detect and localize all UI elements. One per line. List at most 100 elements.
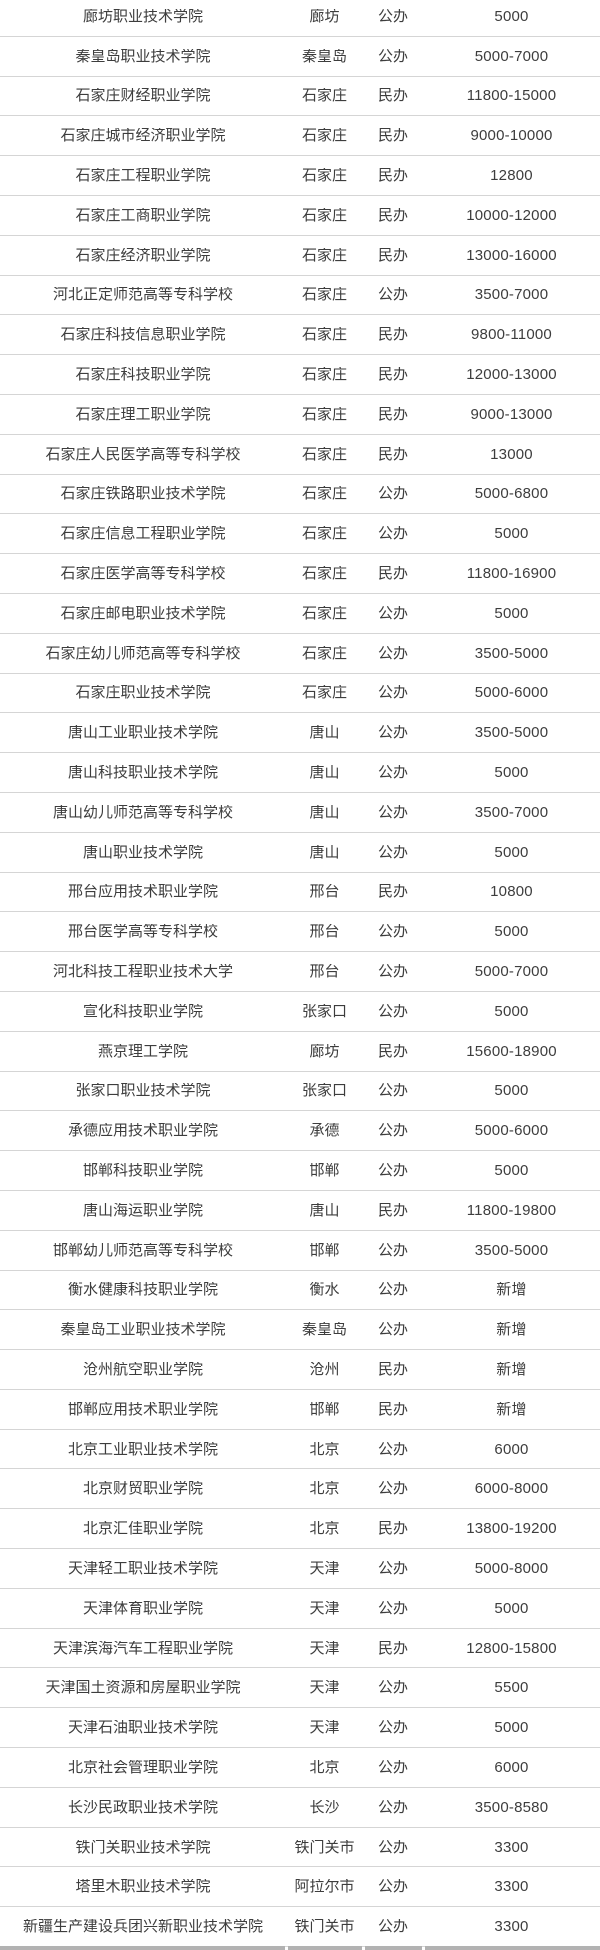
tuition-fee-cell: 13000 [490, 446, 533, 462]
next-row-top-border [0, 1946, 600, 1950]
table-row: 邯郸应用技术职业学院 邯郸 民办 新增 [0, 1390, 600, 1430]
ownership-type-cell: 公办 [377, 1799, 408, 1815]
ownership-type-cell: 民办 [377, 1361, 408, 1377]
ownership-type-cell: 民办 [377, 88, 408, 104]
table-row: 秦皇岛职业技术学院 秦皇岛 公办 5000-7000 [0, 37, 600, 77]
city-cell: 石家庄 [301, 406, 347, 422]
next-row-border-segment [365, 1946, 422, 1950]
table-row: 邯郸科技职业学院 邯郸 公办 5000 [0, 1151, 600, 1191]
school-name-cell: 石家庄科技信息职业学院 [60, 327, 226, 343]
table-row: 衡水健康科技职业学院 衡水 公办 新增 [0, 1271, 600, 1311]
school-name-cell: 铁门关职业技术学院 [75, 1839, 211, 1855]
city-cell: 张家口 [301, 1003, 347, 1019]
tuition-fee-cell: 6000-8000 [474, 1481, 549, 1497]
city-cell: 石家庄 [301, 327, 347, 343]
ownership-type-cell: 民办 [377, 1521, 408, 1537]
school-name-cell: 河北正定师范高等专科学校 [52, 287, 233, 303]
next-row-border-segment [0, 1946, 285, 1950]
tuition-fee-cell: 新增 [496, 1401, 527, 1417]
school-name-cell: 石家庄经济职业学院 [75, 247, 211, 263]
table-row: 石家庄工程职业学院 石家庄 民办 12800 [0, 156, 600, 196]
school-name-cell: 唐山海运职业学院 [82, 1202, 203, 1218]
city-cell: 石家庄 [301, 526, 347, 542]
table-row: 塔里木职业技术学院 阿拉尔市 公办 3300 [0, 1867, 600, 1908]
ownership-type-cell: 民办 [377, 884, 408, 900]
ownership-type-cell: 民办 [377, 327, 408, 343]
school-name-cell: 天津滨海汽车工程职业学院 [52, 1640, 233, 1656]
city-cell: 廊坊 [309, 8, 340, 24]
ownership-type-cell: 公办 [377, 1600, 408, 1616]
school-name-cell: 沧州航空职业学院 [82, 1361, 203, 1377]
city-cell: 唐山 [309, 804, 340, 820]
city-cell: 唐山 [309, 1202, 340, 1218]
ownership-type-cell: 民办 [377, 128, 408, 144]
city-cell: 石家庄 [301, 685, 347, 701]
tuition-fee-cell: 12800-15800 [466, 1640, 557, 1656]
school-name-cell: 北京工业职业技术学院 [67, 1441, 218, 1457]
ownership-type-cell: 公办 [377, 1879, 408, 1895]
school-name-cell: 唐山职业技术学院 [82, 844, 203, 860]
table-row: 燕京理工学院 廊坊 民办 15600-18900 [0, 1032, 600, 1072]
ownership-type-cell: 民办 [377, 168, 408, 184]
city-cell: 衡水 [309, 1282, 340, 1298]
city-cell: 邢台 [309, 884, 340, 900]
school-name-cell: 石家庄理工职业学院 [75, 406, 211, 422]
tuition-fee-cell: 5000 [494, 924, 529, 940]
school-name-cell: 宣化科技职业学院 [82, 1003, 203, 1019]
school-name-cell: 邯郸幼儿师范高等专科学校 [52, 1242, 233, 1258]
ownership-type-cell: 公办 [377, 526, 408, 542]
ownership-type-cell: 公办 [377, 765, 408, 781]
ownership-type-cell: 公办 [377, 844, 408, 860]
school-name-cell: 秦皇岛工业职业技术学院 [60, 1322, 226, 1338]
tuition-fee-cell: 11800-19800 [466, 1202, 557, 1218]
ownership-type-cell: 民办 [377, 367, 408, 383]
school-name-cell: 石家庄信息工程职业学院 [60, 526, 226, 542]
city-cell: 石家庄 [301, 168, 347, 184]
table-row: 承德应用技术职业学院 承德 公办 5000-6000 [0, 1111, 600, 1152]
ownership-type-cell: 公办 [377, 1759, 408, 1775]
ownership-type-cell: 公办 [377, 1083, 408, 1099]
city-cell: 阿拉尔市 [294, 1879, 355, 1895]
city-cell: 石家庄 [301, 367, 347, 383]
tuition-fee-cell: 3500-5000 [474, 645, 549, 661]
tuition-fee-cell: 5000 [494, 765, 529, 781]
tuition-fee-cell: 11800-16900 [466, 566, 557, 582]
ownership-type-cell: 公办 [377, 725, 408, 741]
tuition-fee-cell: 3300 [494, 1919, 529, 1935]
school-name-cell: 石家庄城市经济职业学院 [60, 128, 226, 144]
table-row: 铁门关职业技术学院 铁门关市 公办 3300 [0, 1828, 600, 1868]
city-cell: 廊坊 [309, 1043, 340, 1059]
table-row: 唐山职业技术学院 唐山 公办 5000 [0, 833, 600, 873]
tuition-fee-cell: 12800 [490, 168, 533, 184]
tuition-fee-cell: 15600-18900 [466, 1043, 557, 1059]
tuition-fee-cell: 5000-6000 [474, 685, 549, 701]
ownership-type-cell: 公办 [377, 924, 408, 940]
tuition-fee-cell: 5000 [494, 526, 529, 542]
ownership-type-cell: 公办 [377, 1839, 408, 1855]
city-cell: 天津 [309, 1560, 340, 1576]
table-row: 长沙民政职业技术学院 长沙 公办 3500-8580 [0, 1788, 600, 1828]
city-cell: 石家庄 [301, 486, 347, 502]
school-name-cell: 石家庄工程职业学院 [75, 168, 211, 184]
tuition-fee-cell: 9800-11000 [471, 327, 552, 343]
ownership-type-cell: 民办 [377, 1202, 408, 1218]
city-cell: 石家庄 [301, 207, 347, 223]
school-name-cell: 天津体育职业学院 [82, 1600, 203, 1616]
city-cell: 邢台 [309, 964, 340, 980]
school-name-cell: 承德应用技术职业学院 [67, 1123, 218, 1139]
ownership-type-cell: 公办 [377, 486, 408, 502]
school-name-cell: 燕京理工学院 [97, 1043, 188, 1059]
school-name-cell: 廊坊职业技术学院 [82, 8, 203, 24]
ownership-type-cell: 公办 [377, 1322, 408, 1338]
ownership-type-cell: 民办 [377, 1640, 408, 1656]
table-row: 天津石油职业技术学院 天津 公办 5000 [0, 1708, 600, 1749]
school-name-cell: 长沙民政职业技术学院 [67, 1799, 218, 1815]
table-row: 石家庄幼儿师范高等专科学校 石家庄 公办 3500-5000 [0, 634, 600, 674]
tuition-fee-cell: 3300 [494, 1879, 529, 1895]
school-name-cell: 天津石油职业技术学院 [67, 1720, 218, 1736]
city-cell: 石家庄 [301, 645, 347, 661]
table-row: 唐山海运职业学院 唐山 民办 11800-19800 [0, 1191, 600, 1231]
school-name-cell: 石家庄人民医学高等专科学校 [45, 446, 241, 462]
city-cell: 石家庄 [301, 88, 347, 104]
table-row: 唐山工业职业技术学院 唐山 公办 3500-5000 [0, 713, 600, 754]
